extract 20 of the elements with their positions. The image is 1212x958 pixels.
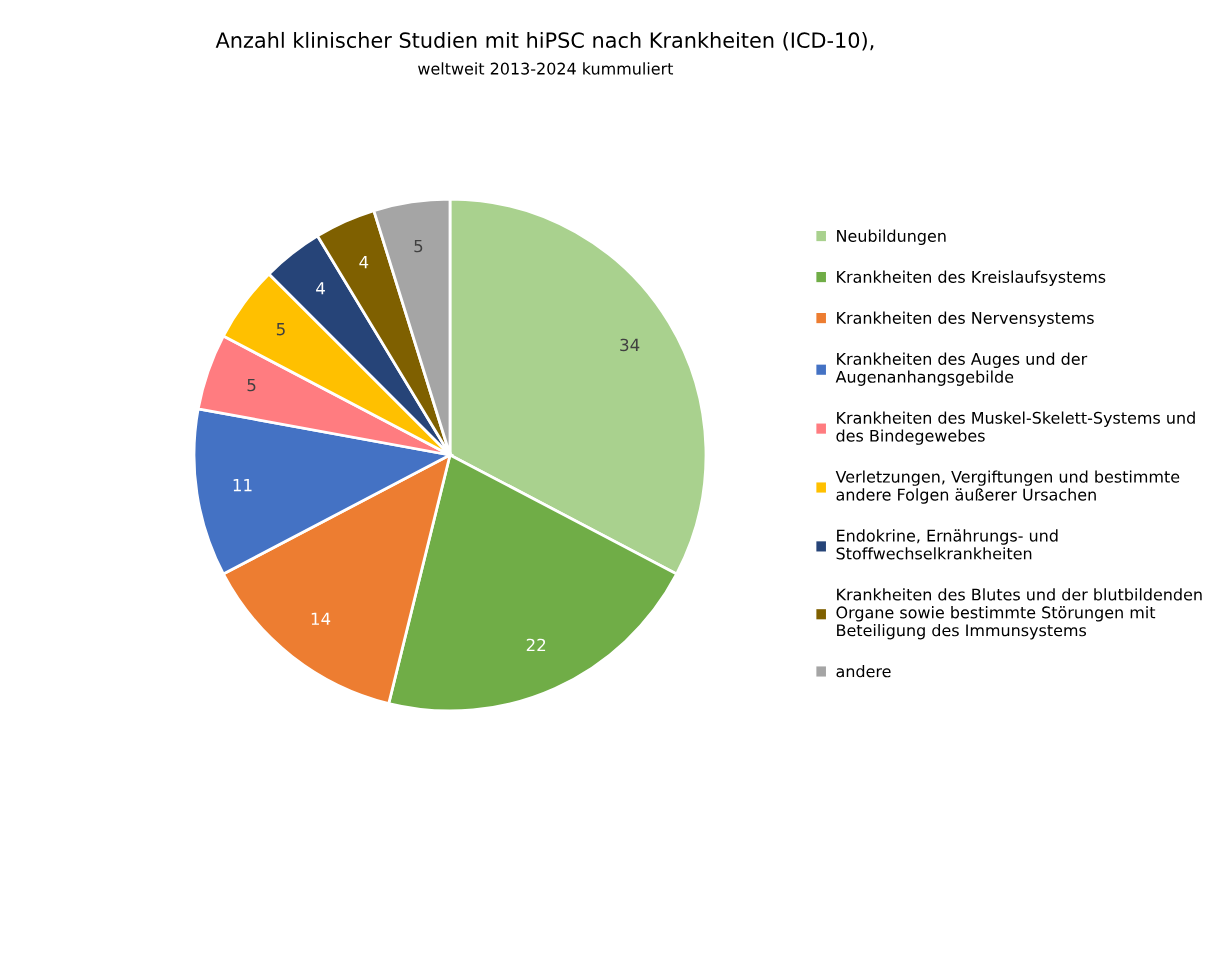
legend-label: Krankheiten des Muskel-Skelett-Systems und des Bindegewebes bbox=[836, 411, 1195, 445]
legend-label: Endokrine, Ernährungs- und Stoffwechselkrankheiten bbox=[836, 529, 1058, 560]
data-label: 11 bbox=[233, 479, 252, 492]
chart-title: Anzahl klinischer Studien mit hiPSC nach Krankheiten (ICD-10), bbox=[215, 31, 874, 51]
legend-label: Krankheiten des Auges und der Augenanhangsgebilde bbox=[835, 352, 1088, 386]
legend-label: andere bbox=[836, 664, 891, 678]
data-label: 4 bbox=[359, 256, 369, 269]
data-label: 5 bbox=[414, 239, 423, 253]
legend-label: Krankheiten des Kreislaufsystems bbox=[837, 270, 1106, 287]
data-label: 22 bbox=[526, 638, 546, 652]
legend-label: Krankheiten des Blutes und der blutbildenden Organe sowie bestimmte Störungen mit Beteiligung des Immunsystems bbox=[836, 588, 1202, 640]
data-label: 14 bbox=[311, 612, 331, 625]
legend-label: Neubildungen bbox=[837, 229, 946, 246]
data-label: 34 bbox=[620, 338, 640, 352]
legend-label: Krankheiten des Nervensystems bbox=[837, 311, 1094, 328]
data-label: 5 bbox=[276, 323, 285, 336]
data-label: 5 bbox=[247, 378, 256, 392]
data-label: 4 bbox=[316, 282, 325, 295]
chart-subtitle: weltweit 2013-2024 kummuliert bbox=[418, 62, 674, 75]
legend-label: Verletzungen, Vergiftungen und bestimmte andere Folgen äußerer Ursachen bbox=[835, 470, 1180, 504]
